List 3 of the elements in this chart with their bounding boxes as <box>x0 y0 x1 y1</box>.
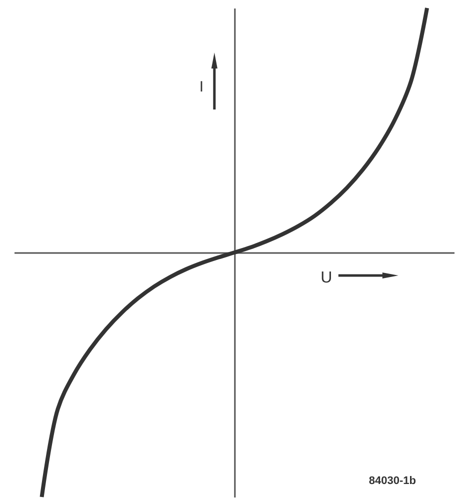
y-axis-title: I <box>199 78 204 96</box>
annotation: 84030-1b <box>368 475 416 487</box>
x-axis-title: U <box>320 270 332 286</box>
